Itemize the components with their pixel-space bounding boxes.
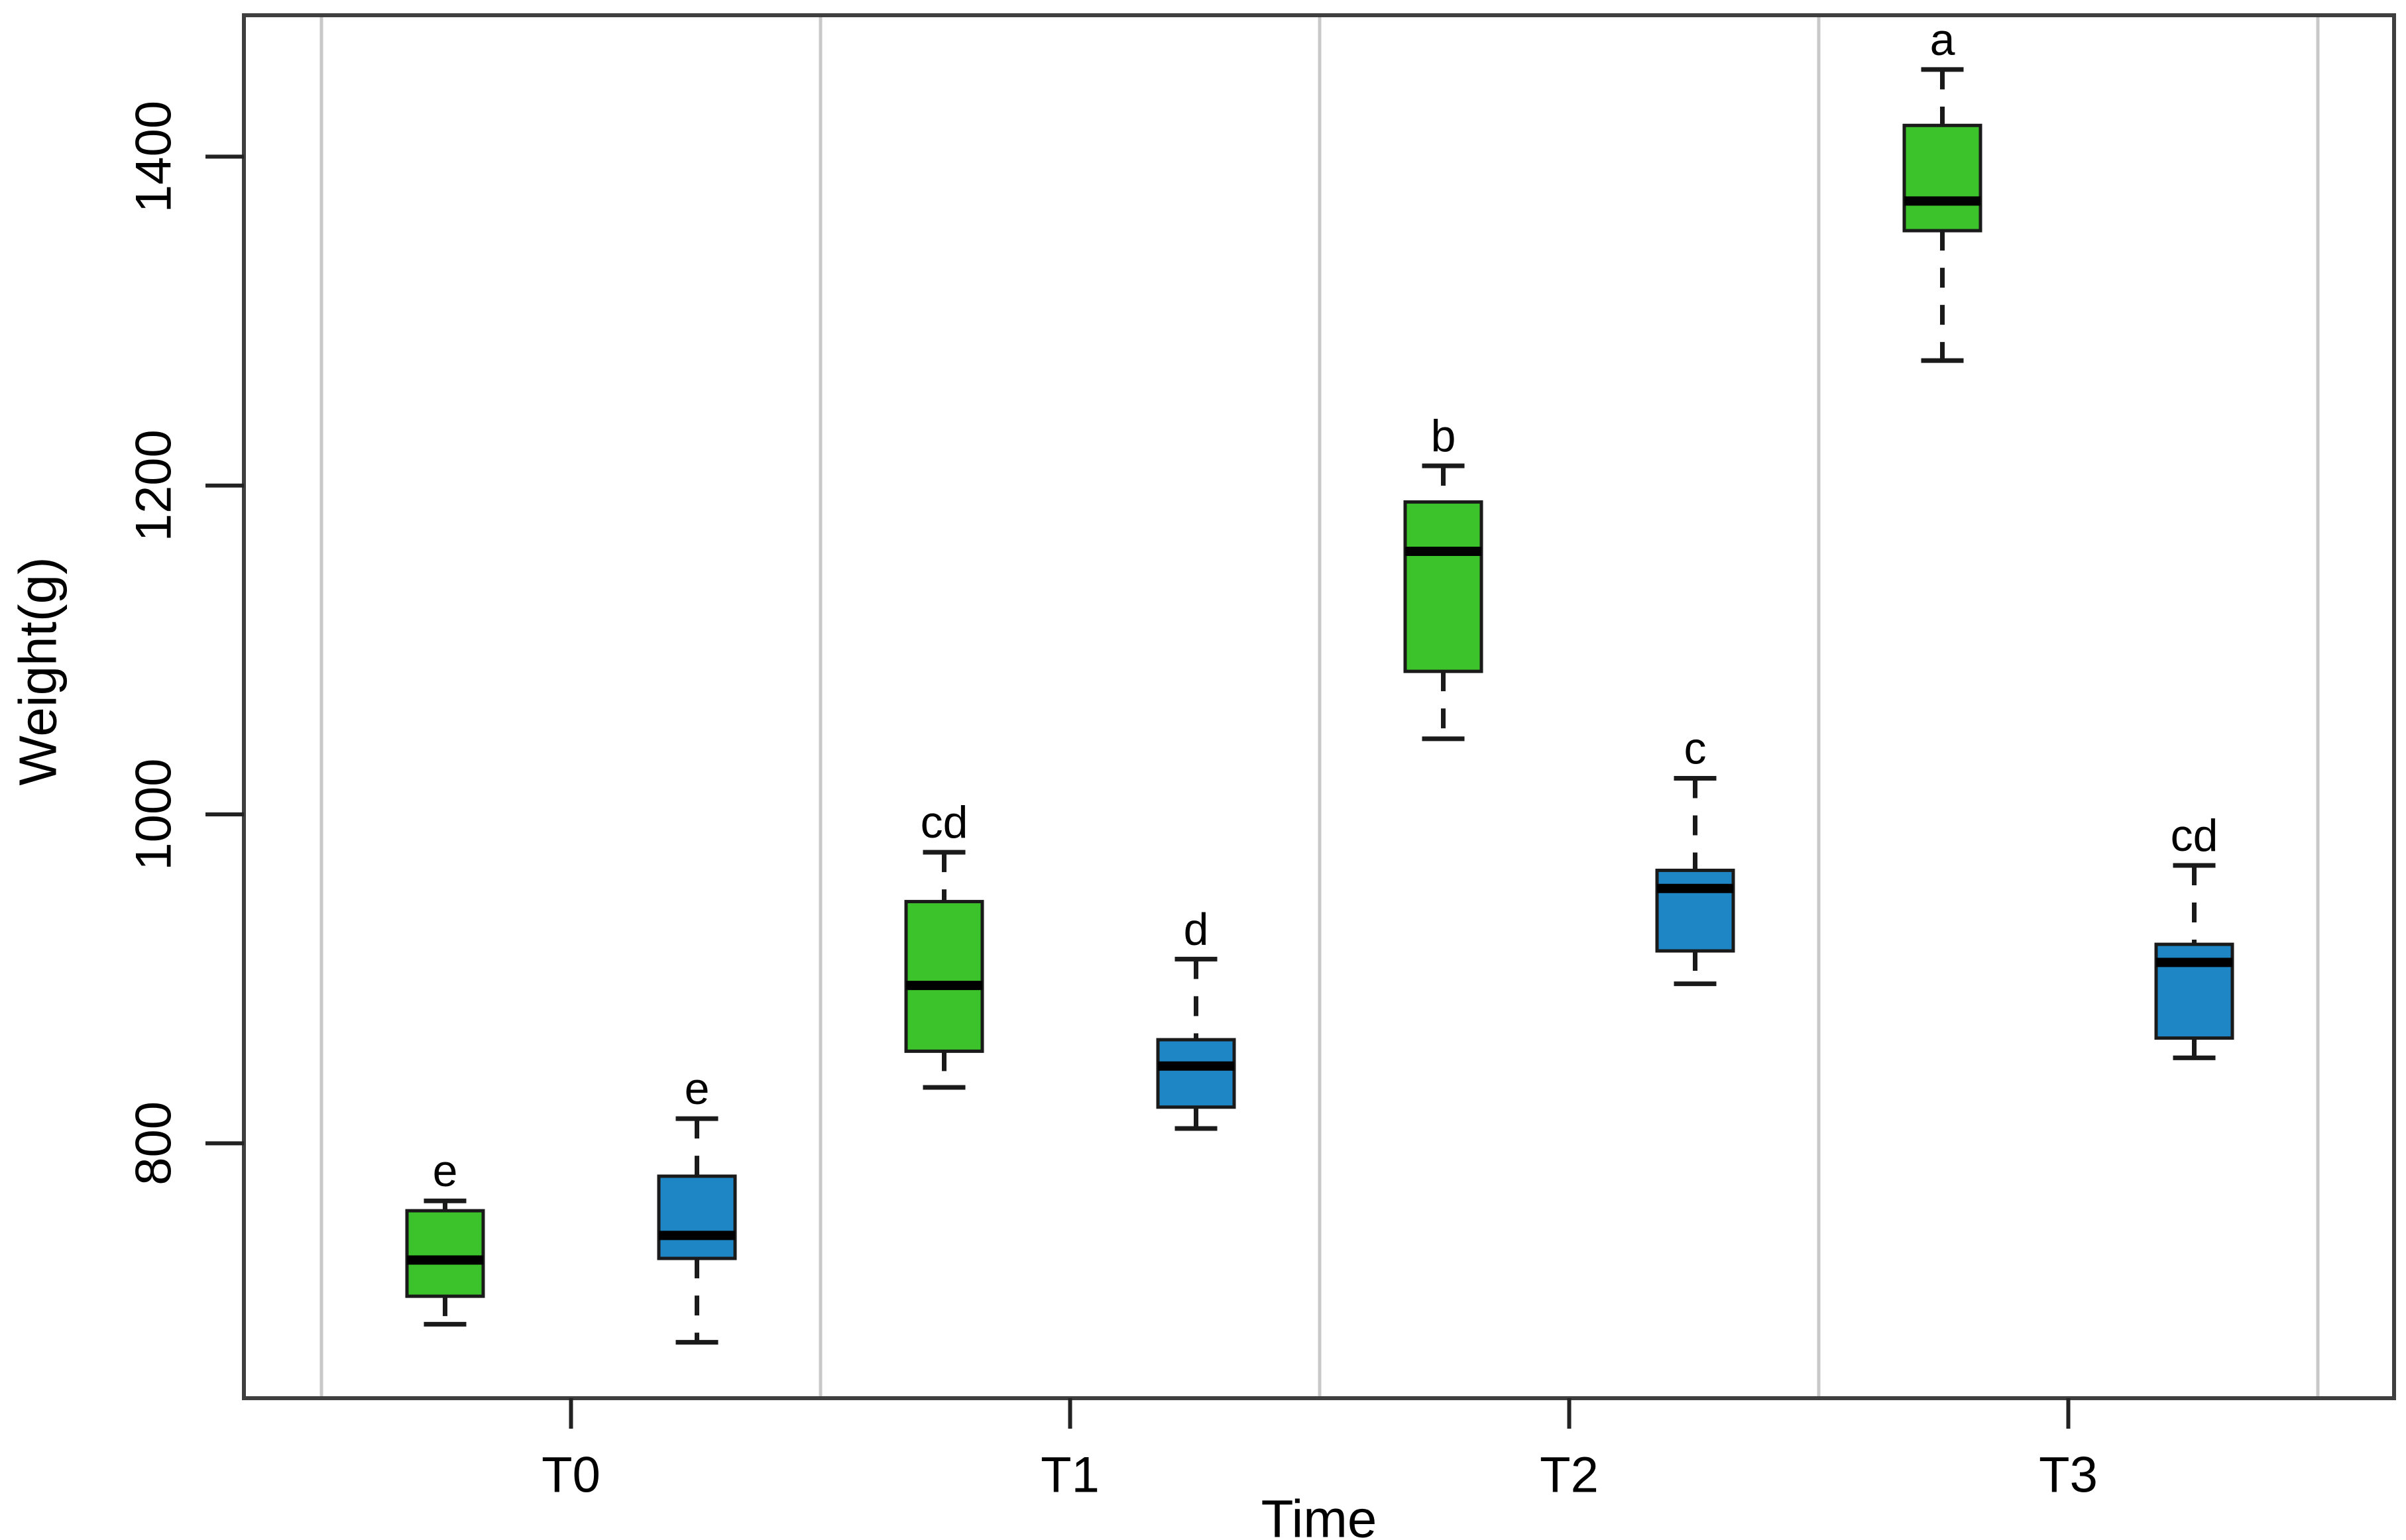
significance-label-blue-T3: cd: [2171, 810, 2218, 861]
y-tick-label: 1400: [126, 101, 182, 213]
significance-label-blue-T1: d: [1184, 904, 1209, 954]
iqr-box-green-T3: [1902, 123, 1982, 233]
y-tick-label: 1200: [126, 429, 182, 541]
significance-label-green-T0: e: [433, 1146, 458, 1196]
significance-label-green-T1: cd: [921, 797, 968, 848]
x-tick-label: T3: [2039, 1447, 2098, 1504]
x-tick-label: T1: [1041, 1447, 1100, 1504]
significance-label-blue-T0: e: [685, 1064, 710, 1114]
iqr-box-green-T2: [1403, 500, 1483, 673]
iqr-box-green-T1: [904, 900, 984, 1053]
x-tick-label: T2: [1540, 1447, 1599, 1504]
plot-area-border: [242, 13, 2396, 1400]
y-tick-label: 800: [126, 1101, 182, 1185]
significance-label-green-T3: a: [1930, 15, 1955, 65]
iqr-box-blue-T0: [657, 1174, 737, 1260]
iqr-box-blue-T1: [1156, 1038, 1236, 1109]
x-axis-title: Time: [1261, 1490, 1377, 1540]
chart-generated-layer: 800 1000 1200 1400 T0 T1 T2 T3 e cd b a e d c cd: [126, 13, 2396, 1504]
significance-label-blue-T2: c: [1684, 723, 1707, 773]
y-tick-label: 1000: [126, 759, 182, 871]
y-axis-title: Weight(g): [9, 557, 68, 785]
significance-label-green-T2: b: [1431, 411, 1456, 461]
iqr-box-blue-T2: [1655, 868, 1735, 953]
x-tick-label: T0: [542, 1447, 601, 1504]
iqr-box-green-T0: [405, 1209, 485, 1298]
